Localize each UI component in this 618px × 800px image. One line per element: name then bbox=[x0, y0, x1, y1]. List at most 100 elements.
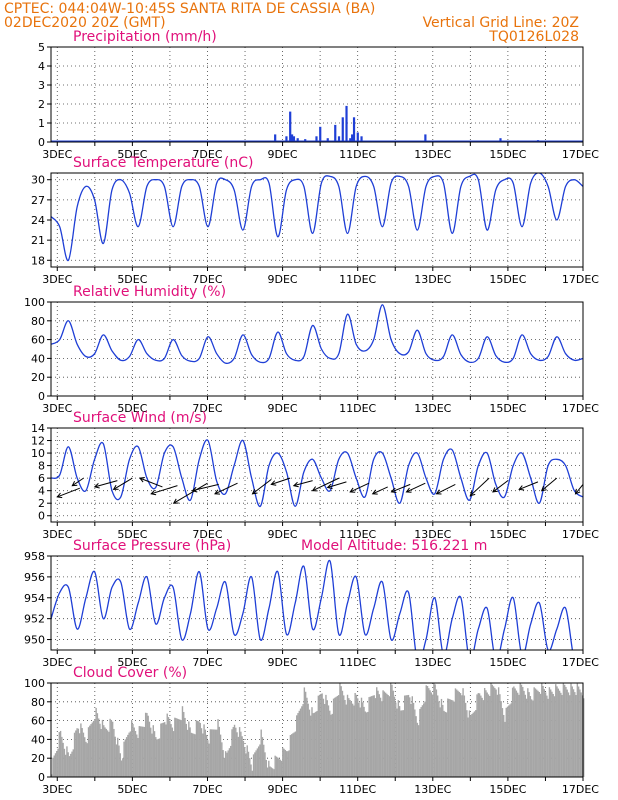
cloud-cover-bar bbox=[542, 685, 544, 777]
cloud-cover-bar bbox=[111, 721, 114, 777]
cloud-cover-bar bbox=[270, 767, 273, 777]
cloud-cover-bar bbox=[431, 694, 434, 777]
cloud-cover-bar bbox=[500, 701, 502, 777]
temperature-ytick-label: 27 bbox=[31, 194, 45, 207]
cloud-cover-bar bbox=[290, 734, 293, 777]
cloud-cover-bar bbox=[445, 712, 448, 777]
cloud-cover-bar bbox=[275, 756, 278, 777]
cloud-cover-bar bbox=[89, 725, 91, 777]
wind-title: Surface Wind (m/s) bbox=[73, 410, 207, 426]
cloud-cover-panel: Cloud Cover (%) 0 20 40 60 80 100 3DEC 5DEC 7DEC 9… bbox=[24, 665, 599, 796]
pressure-frame bbox=[50, 555, 584, 651]
cloud-cover-bar bbox=[238, 727, 241, 777]
temperature-xtick-label: 9DEC bbox=[268, 273, 298, 286]
cloud-cover-bar bbox=[356, 698, 359, 777]
cloud-cover-bar bbox=[571, 686, 573, 777]
wind-arrow-head bbox=[270, 480, 277, 486]
wind-arrow bbox=[406, 482, 426, 493]
cloud-cover-bar bbox=[81, 728, 83, 777]
precipitation-bar bbox=[345, 105, 348, 142]
cloud-cover-bar bbox=[133, 727, 135, 777]
precipitation-ytick-label: 0 bbox=[38, 136, 45, 149]
pressure-xtick-label: 3DEC bbox=[42, 656, 72, 669]
cloud-cover-bar bbox=[100, 729, 102, 777]
cloud-cover-bar bbox=[205, 734, 208, 777]
cloud-cover-bar bbox=[105, 728, 107, 777]
cloud-cover-bar bbox=[160, 723, 162, 777]
cloud-cover-bar bbox=[329, 710, 331, 777]
cloud-cover-bar bbox=[288, 750, 290, 777]
cloud-cover-bar bbox=[70, 753, 72, 777]
cloud-cover-bar bbox=[299, 708, 302, 777]
pressure-annotation: Model Altitude: 516.221 m bbox=[301, 538, 487, 554]
cloud-cover-bar bbox=[363, 706, 365, 777]
precipitation-bar bbox=[352, 117, 356, 142]
temperature-xtick-label: 7DEC bbox=[192, 273, 222, 286]
cloud-cover-bar bbox=[218, 726, 220, 777]
cloud-cover-bar bbox=[505, 707, 507, 777]
wind-arrow bbox=[151, 485, 178, 495]
cloud-cover-bar bbox=[519, 683, 521, 777]
temperature-panel: Surface Temperature (nC) 18 21 24 27 30 3DEC 5D… bbox=[31, 155, 599, 286]
wind-arrow bbox=[173, 482, 208, 504]
humidity-xtick-label: 7DEC bbox=[192, 402, 222, 415]
wind-arrow bbox=[372, 486, 388, 495]
cloud-cover-bar bbox=[403, 695, 406, 777]
cloud-cover-bar bbox=[128, 732, 130, 777]
wind-ytick-label: 0 bbox=[38, 510, 45, 523]
cloud-cover-bar bbox=[428, 688, 430, 777]
cloud-cover-xtick-label: 11DEC bbox=[339, 783, 376, 796]
pressure-xtick-label: 13DEC bbox=[414, 656, 451, 669]
wind-arrow-head bbox=[138, 477, 145, 483]
cloud-cover-bar bbox=[82, 732, 85, 777]
cloud-cover-bar bbox=[274, 755, 276, 777]
cloud-cover-bar bbox=[85, 741, 87, 777]
cloud-cover-bar bbox=[245, 753, 247, 777]
precipitation-bar bbox=[326, 138, 329, 142]
cloud-cover-bar bbox=[359, 707, 361, 777]
cloud-cover-bar bbox=[452, 700, 454, 777]
wind-arrow bbox=[113, 477, 133, 490]
wind-arrow-head bbox=[311, 486, 318, 492]
cloud-cover-bar bbox=[115, 744, 118, 777]
cloud-cover-bar bbox=[101, 719, 104, 777]
cloud-cover-bar bbox=[439, 707, 441, 777]
cloud-cover-bar bbox=[260, 729, 262, 777]
cloud-cover-bar bbox=[237, 736, 240, 777]
humidity-ytick-label: 0 bbox=[38, 390, 45, 403]
wind-arrow-head bbox=[405, 487, 412, 493]
wind-arrow bbox=[72, 477, 84, 487]
cloud-cover-bar bbox=[510, 703, 513, 777]
cloud-cover-bar bbox=[142, 726, 144, 777]
cloud-cover-bar bbox=[387, 695, 389, 777]
cloud-cover-bar bbox=[256, 748, 259, 777]
humidity-xtick-label: 5DEC bbox=[117, 402, 147, 415]
cloud-cover-xtick-label: 7DEC bbox=[192, 783, 222, 796]
wind-ytick-label: 10 bbox=[31, 447, 45, 460]
cloud-cover-bar bbox=[266, 767, 269, 777]
cloud-cover-bar bbox=[354, 692, 356, 777]
cloud-cover-bar bbox=[580, 692, 582, 777]
cloud-cover-bar bbox=[151, 733, 153, 777]
precipitation-ytick-label: 1 bbox=[38, 117, 45, 130]
temperature-ytick-label: 18 bbox=[31, 254, 45, 267]
cloud-cover-bar bbox=[246, 745, 248, 777]
cloud-cover-bar bbox=[556, 686, 558, 777]
cloud-cover-bar bbox=[490, 683, 492, 777]
cloud-cover-bar bbox=[54, 753, 57, 777]
wind-arrow-head bbox=[371, 489, 378, 495]
cloud-cover-bar bbox=[240, 731, 242, 777]
cloud-cover-bar bbox=[264, 752, 266, 777]
wind-ytick-label: 6 bbox=[38, 472, 45, 485]
cloud-cover-bar bbox=[221, 742, 223, 777]
cloud-cover-bar bbox=[204, 729, 207, 777]
precipitation-bar bbox=[292, 136, 296, 142]
cloud-cover-bar bbox=[62, 742, 64, 777]
cloud-cover-bar bbox=[177, 719, 180, 777]
cloud-cover-bar bbox=[398, 706, 401, 777]
cloud-cover-bar bbox=[255, 750, 257, 777]
humidity-ytick-label: 80 bbox=[31, 315, 45, 328]
cloud-cover-bar bbox=[129, 731, 132, 777]
cloud-cover-bar bbox=[251, 770, 254, 777]
cloud-cover-bar bbox=[382, 690, 384, 777]
